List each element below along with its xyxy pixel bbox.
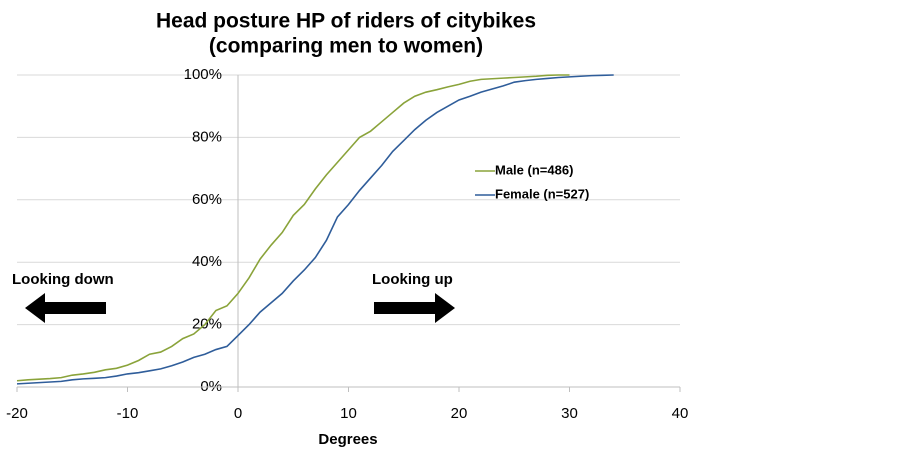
legend-label: Male (n=486) [495, 162, 573, 177]
annotation: Looking down [12, 271, 114, 288]
arrow-right [374, 293, 455, 323]
x-tick-label: 20 [451, 405, 468, 422]
y-tick-label: 20% [192, 316, 222, 333]
line-series [16, 74, 570, 382]
chart-title: (comparing men to women) [209, 35, 483, 58]
x-tick-label: 40 [672, 405, 689, 422]
y-tick-label: 60% [192, 191, 222, 208]
annotation: Looking up [372, 271, 453, 288]
x-tick-label: 30 [561, 405, 578, 422]
y-tick-label: 0% [200, 378, 222, 395]
y-tick-label: 80% [192, 128, 222, 145]
y-tick-label: 100% [184, 66, 222, 83]
x-tick-label: 10 [340, 405, 357, 422]
line-series [16, 74, 614, 385]
x-tick-label: -10 [117, 405, 139, 422]
x-tick-label: 0 [234, 405, 242, 422]
x-tick-label: -20 [6, 405, 28, 422]
arrow-left [25, 293, 106, 323]
x-axis-label: Degrees [318, 431, 377, 448]
y-tick-label: 40% [192, 253, 222, 270]
chart-title: Head posture HP of riders of citybikes [156, 10, 536, 33]
legend-label: Female (n=527) [495, 186, 589, 201]
